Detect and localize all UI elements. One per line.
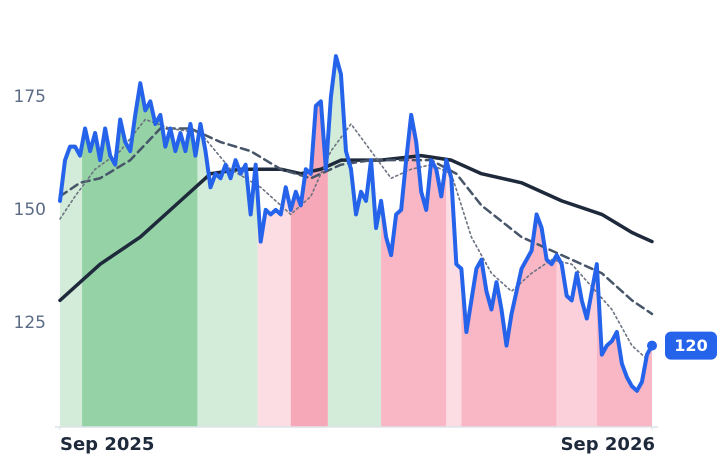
region	[381, 56, 447, 427]
moving-average-line	[58, 153, 654, 303]
region	[461, 56, 557, 427]
regions	[60, 56, 652, 427]
region	[556, 56, 597, 427]
region	[197, 56, 258, 427]
x-tick-label: Sep 2026	[561, 434, 655, 455]
last-value-badge	[665, 331, 717, 360]
y-tick-label: 150	[14, 200, 46, 220]
price-line	[58, 54, 654, 393]
moving-average-line	[58, 127, 654, 316]
last-value-label: 120	[674, 336, 707, 355]
last-value-dot	[647, 340, 657, 351]
region	[82, 56, 198, 427]
x-tick-label: Sep 2025	[60, 434, 154, 455]
region	[290, 56, 328, 427]
y-tick-label: 175	[14, 87, 46, 107]
region	[60, 56, 83, 427]
y-tick-label: 125	[14, 313, 46, 333]
